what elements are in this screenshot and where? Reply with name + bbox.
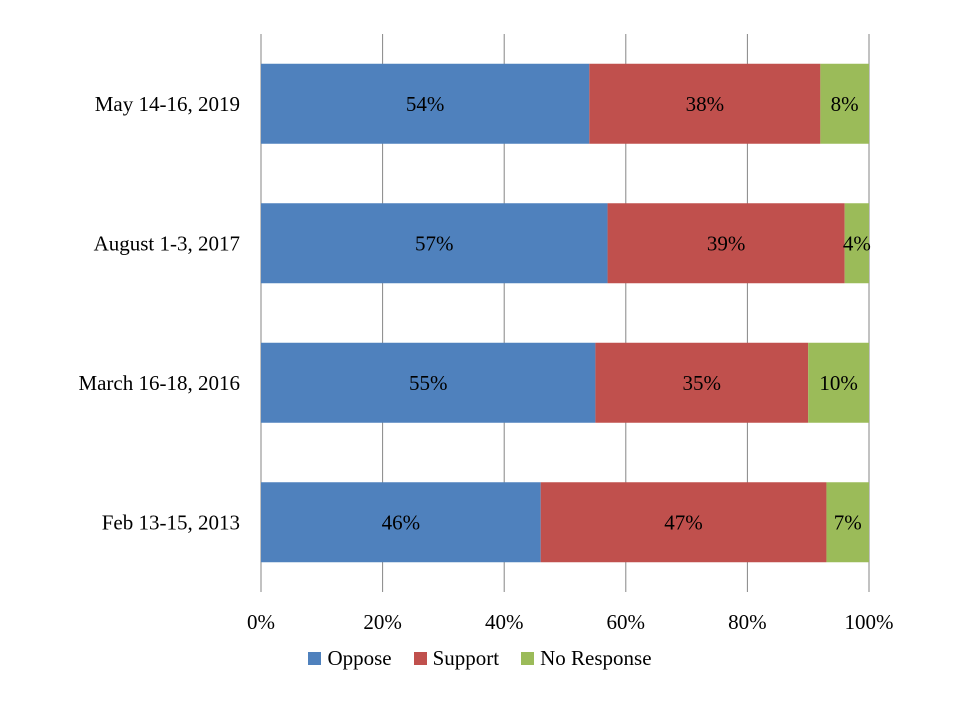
data-label-no-response-3: 7%	[834, 510, 862, 534]
bar-support-1	[607, 203, 845, 284]
data-label-oppose-1: 57%	[415, 231, 454, 255]
bar-support-0	[589, 63, 821, 144]
data-label-oppose-2: 55%	[409, 371, 448, 395]
data-label-support-3: 47%	[664, 510, 703, 534]
bar-support-3	[540, 482, 827, 563]
legend-swatch-oppose	[308, 652, 322, 665]
bar-no-response-1	[844, 203, 869, 284]
data-label-oppose-0: 54%	[406, 92, 445, 116]
x-tick-label-1: 20%	[363, 610, 402, 634]
bar-oppose-3	[261, 482, 541, 563]
bar-oppose-1	[261, 203, 608, 284]
x-tick-label-0: 0%	[247, 610, 275, 634]
legend-swatch-no-response	[521, 652, 535, 665]
legend-item-oppose: Oppose	[308, 646, 392, 671]
category-label-0: May 14-16, 2019	[95, 92, 240, 116]
bar-no-response-2	[808, 342, 869, 423]
bar-support-2	[595, 342, 809, 423]
x-tick-label-5: 100%	[845, 610, 894, 634]
legend-label-oppose: Oppose	[327, 646, 392, 670]
legend-label-support: Support	[432, 646, 500, 670]
data-label-no-response-1: 4%	[843, 231, 871, 255]
category-label-3: Feb 13-15, 2013	[102, 510, 240, 534]
x-tick-label-2: 40%	[485, 610, 524, 634]
legend: Oppose Support No Response	[0, 646, 960, 671]
data-label-support-2: 35%	[683, 371, 722, 395]
bar-no-response-3	[826, 482, 869, 563]
data-label-no-response-2: 10%	[819, 371, 858, 395]
category-label-1: August 1-3, 2017	[94, 231, 240, 255]
data-label-oppose-3: 46%	[382, 510, 421, 534]
bar-oppose-2	[261, 342, 596, 423]
x-tick-label-3: 60%	[607, 610, 646, 634]
data-label-no-response-0: 8%	[831, 92, 859, 116]
data-label-support-1: 39%	[707, 231, 746, 255]
data-label-support-0: 38%	[686, 92, 725, 116]
legend-item-no-response: No Response	[521, 646, 652, 671]
legend-swatch-support	[413, 652, 427, 665]
x-tick-label-4: 80%	[728, 610, 767, 634]
bar-no-response-0	[820, 63, 869, 144]
category-label-2: March 16-18, 2016	[78, 371, 240, 395]
legend-label-no-response: No Response	[540, 646, 652, 670]
bar-oppose-0	[261, 63, 590, 144]
legend-item-support: Support	[413, 646, 500, 671]
